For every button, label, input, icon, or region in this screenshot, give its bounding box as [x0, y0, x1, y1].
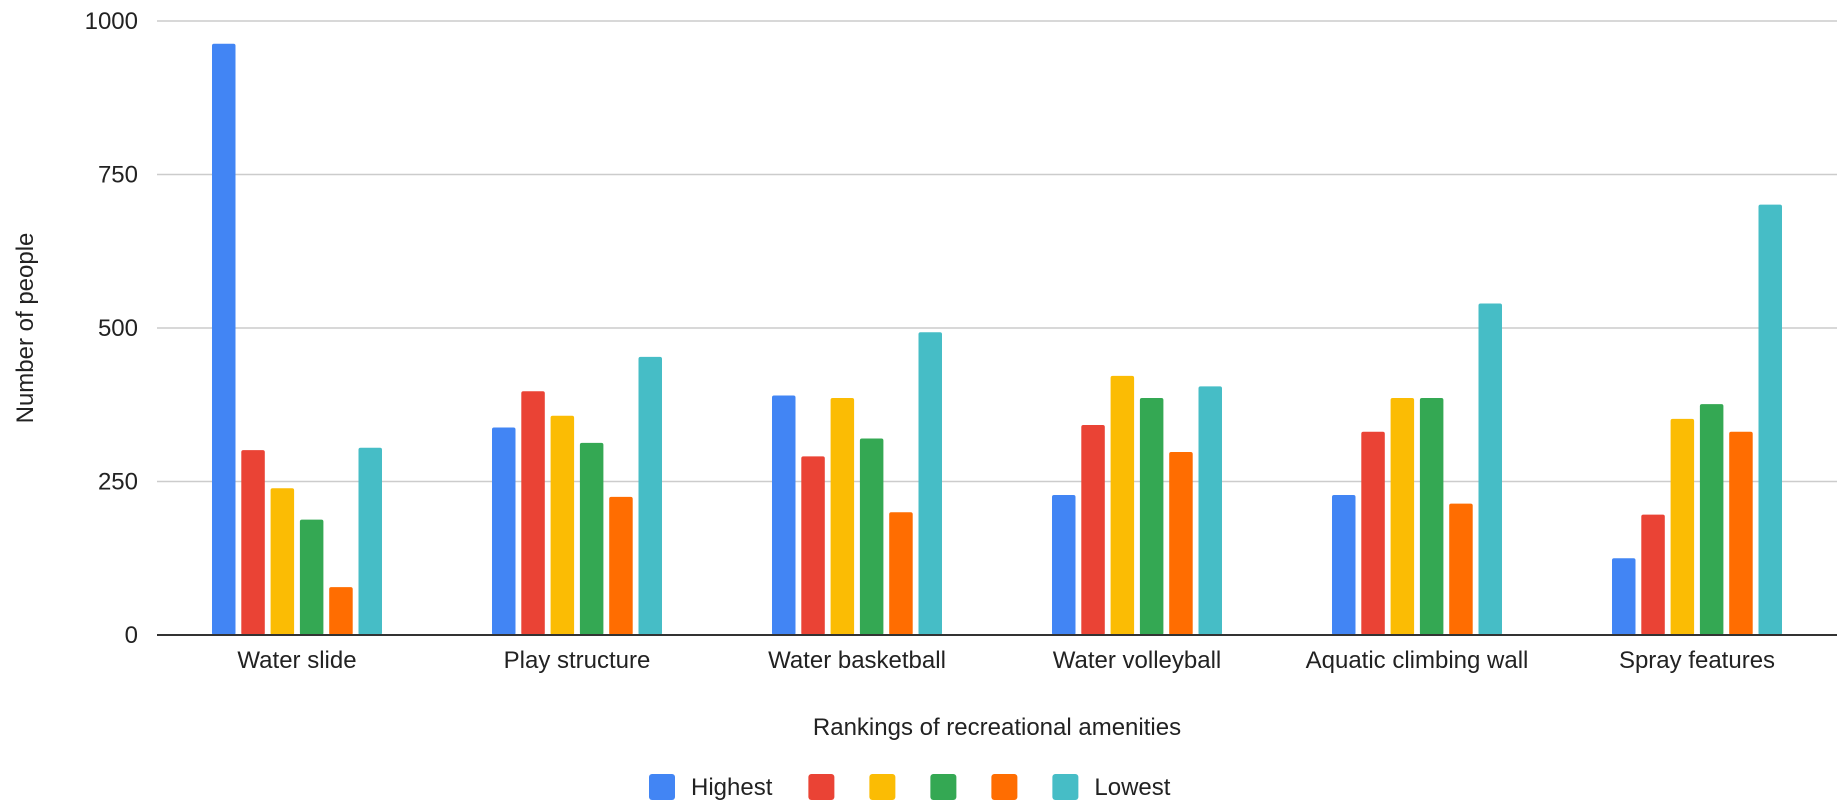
- x-tick-label: Aquatic climbing wall: [1306, 647, 1529, 674]
- bar: [521, 391, 545, 635]
- y-tick-label: 0: [125, 622, 138, 649]
- legend-label: Lowest: [1094, 774, 1170, 801]
- x-tick-label: Water slide: [237, 647, 356, 674]
- bar: [1419, 397, 1444, 635]
- bar: [1641, 514, 1665, 635]
- bar: [609, 496, 633, 635]
- bar: [1729, 431, 1753, 635]
- bar: [1332, 495, 1356, 635]
- bar: [1198, 386, 1222, 635]
- y-tick-label: 750: [98, 162, 138, 189]
- legend-swatch: [991, 774, 1018, 800]
- legend-swatch: [930, 774, 957, 800]
- bar: [1081, 425, 1105, 635]
- bar: [1699, 404, 1724, 635]
- x-tick-label: Play structure: [504, 647, 651, 674]
- bar: [830, 397, 855, 635]
- x-tick-label: Water volleyball: [1053, 647, 1222, 674]
- bar: [889, 512, 913, 635]
- y-tick-label: 500: [98, 315, 138, 342]
- bar: [579, 442, 604, 635]
- bar: [1361, 431, 1385, 635]
- bar: [918, 332, 942, 635]
- bar: [1139, 397, 1164, 635]
- legend-swatch: [808, 774, 835, 800]
- bar: [1052, 495, 1076, 635]
- bars: [212, 43, 1782, 635]
- bar: [550, 415, 575, 635]
- y-axis-title: Number of people: [12, 233, 39, 424]
- bar: [1390, 397, 1415, 635]
- bar: [801, 456, 825, 635]
- x-tick-label: Water basketball: [768, 647, 946, 674]
- bar: [772, 395, 796, 635]
- bar: [270, 488, 295, 635]
- legend-label: Highest: [691, 774, 773, 801]
- bar: [1758, 204, 1782, 635]
- y-tick-label: 250: [98, 469, 138, 496]
- legend-swatch: [1052, 774, 1079, 800]
- bar: [358, 447, 382, 635]
- bar: [241, 450, 265, 635]
- bar: [859, 438, 884, 635]
- bar: [1612, 558, 1636, 635]
- bar: [212, 43, 236, 635]
- gridlines: [157, 20, 1837, 483]
- legend-swatch: [649, 774, 675, 800]
- y-tick-label: 1000: [85, 8, 138, 35]
- x-tick-label: Spray features: [1619, 647, 1775, 674]
- bar: [1670, 418, 1695, 635]
- legend-swatch: [869, 774, 896, 800]
- x-axis-ticks: Water slide Play structure Water basketbal…: [237, 647, 1775, 674]
- bar: [492, 427, 516, 635]
- legend: Highest Lowest: [649, 774, 1171, 801]
- bar: [1110, 375, 1135, 635]
- bar: [1478, 303, 1502, 635]
- bar: [299, 519, 324, 635]
- bar: [1169, 452, 1193, 635]
- bar: [329, 587, 353, 635]
- y-axis-ticks: 0 250 500 750 1000: [85, 8, 138, 649]
- bar: [638, 356, 662, 635]
- x-axis-title: Rankings of recreational amenities: [813, 714, 1181, 741]
- bar: [1449, 503, 1473, 635]
